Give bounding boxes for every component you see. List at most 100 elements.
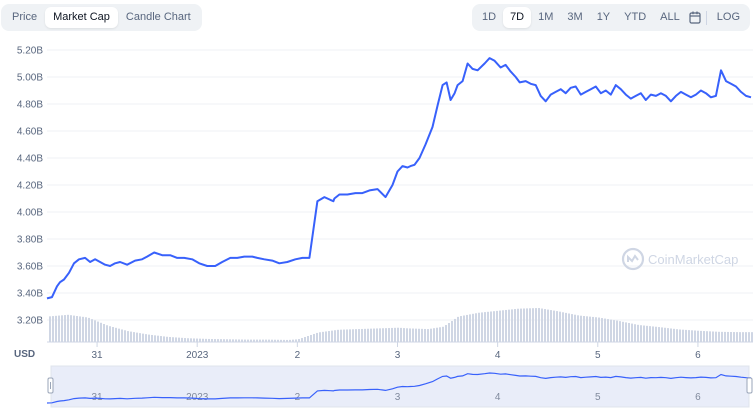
volume-bar	[613, 320, 615, 342]
volume-bar	[106, 325, 108, 342]
volume-bar	[400, 327, 402, 342]
volume-bar	[580, 315, 582, 342]
currency-label: USD	[14, 349, 35, 360]
volume-bar	[535, 308, 537, 342]
volume-bar	[82, 316, 84, 342]
y-tick-label: 5.00B	[17, 73, 43, 84]
x-tick-label: 3	[395, 350, 401, 361]
volume-bar	[589, 316, 591, 342]
volume-bar	[703, 331, 705, 342]
volume-bar	[466, 314, 468, 342]
calendar-icon[interactable]	[687, 7, 703, 28]
volume-bar	[52, 316, 54, 342]
volume-bar	[685, 329, 687, 342]
volume-bar	[253, 339, 255, 342]
volume-bar	[238, 339, 240, 342]
volume-bar	[91, 319, 93, 342]
volume-bar	[391, 327, 393, 342]
range-selector: 1D 7D 1M 3M 1Y YTD ALL LOG	[472, 4, 750, 31]
volume-bar	[640, 325, 642, 342]
volume-bar	[502, 310, 504, 342]
volume-bar	[73, 315, 75, 342]
navigator-tick-label: 5	[595, 392, 601, 403]
volume-bar	[610, 319, 612, 342]
volume-bar	[304, 337, 306, 342]
volume-bar	[739, 332, 741, 342]
y-tick-label: 3.80B	[17, 235, 43, 246]
volume-bar	[409, 328, 411, 342]
volume-bar	[733, 332, 735, 342]
watermark-text: CoinMarketCap	[648, 252, 738, 267]
volume-bar	[367, 328, 369, 342]
volume-bar	[646, 325, 648, 342]
volume-bar	[745, 332, 747, 342]
volume-bar	[349, 329, 351, 342]
volume-bar	[352, 329, 354, 342]
x-tick-label: 2	[295, 350, 301, 361]
range-3m[interactable]: 3M	[567, 11, 583, 23]
volume-bar	[58, 315, 60, 342]
range-7d[interactable]: 7D	[503, 7, 532, 28]
volume-bar	[301, 338, 303, 342]
volume-bar	[667, 328, 669, 342]
volume-bar	[298, 339, 300, 342]
volume-bar	[340, 329, 342, 342]
volume-bar	[712, 331, 714, 342]
range-1d[interactable]: 1D	[482, 11, 497, 23]
volume-bar	[460, 316, 462, 342]
volume-bar	[67, 314, 69, 342]
tab-candle-chart[interactable]: Candle Chart	[125, 11, 191, 23]
volume-bar	[484, 312, 486, 342]
volume-bar	[412, 328, 414, 342]
range-ytd[interactable]: YTD	[624, 11, 647, 23]
volume-bar	[127, 331, 129, 342]
volume-bar	[709, 331, 711, 342]
volume-bar	[592, 316, 594, 342]
volume-bar	[742, 332, 744, 342]
volume-bar	[346, 329, 348, 342]
range-1m[interactable]: 1M	[538, 11, 554, 23]
volume-bar	[670, 328, 672, 342]
volume-bar	[244, 339, 246, 342]
range-all[interactable]: ALL	[660, 11, 680, 23]
volume-bar	[199, 338, 201, 342]
navigator-tick-label: 6	[695, 392, 701, 403]
volume-bar	[133, 332, 135, 342]
tab-price[interactable]: Price	[12, 11, 38, 23]
volume-bar	[505, 309, 507, 342]
tab-market-cap[interactable]: Market Cap	[45, 7, 118, 28]
volume-bar	[187, 338, 189, 342]
volume-bar	[148, 334, 150, 342]
volume-bar	[220, 339, 222, 342]
volume-bar	[274, 339, 276, 342]
volume-bar	[307, 336, 309, 342]
log-scale-button[interactable]: LOG	[716, 11, 740, 23]
volume-bar	[487, 311, 489, 342]
volume-bar	[358, 329, 360, 342]
volume-bar	[658, 327, 660, 342]
volume-bar	[232, 339, 234, 342]
range-1y[interactable]: 1Y	[596, 11, 611, 23]
volume-bar	[190, 338, 192, 342]
volume-bar	[205, 338, 207, 342]
volume-bar	[541, 308, 543, 342]
y-tick-label: 4.20B	[17, 181, 43, 192]
volume-bar	[256, 339, 258, 342]
volume-bar	[634, 324, 636, 342]
volume-bar	[469, 314, 471, 342]
volume-bar	[61, 315, 63, 342]
volume-bar	[250, 339, 252, 342]
volume-bar	[565, 312, 567, 342]
volume-bar	[262, 339, 264, 342]
volume-bar	[139, 333, 141, 342]
x-tick-label: 31	[92, 350, 104, 361]
navigator-line	[46, 372, 752, 404]
volume-bar	[442, 326, 444, 342]
volume-bar	[496, 310, 498, 342]
volume-bar	[277, 339, 279, 342]
volume-bar	[181, 337, 183, 342]
volume-bar	[637, 324, 639, 342]
volume-bar	[289, 339, 291, 342]
grid-lines	[47, 49, 753, 321]
